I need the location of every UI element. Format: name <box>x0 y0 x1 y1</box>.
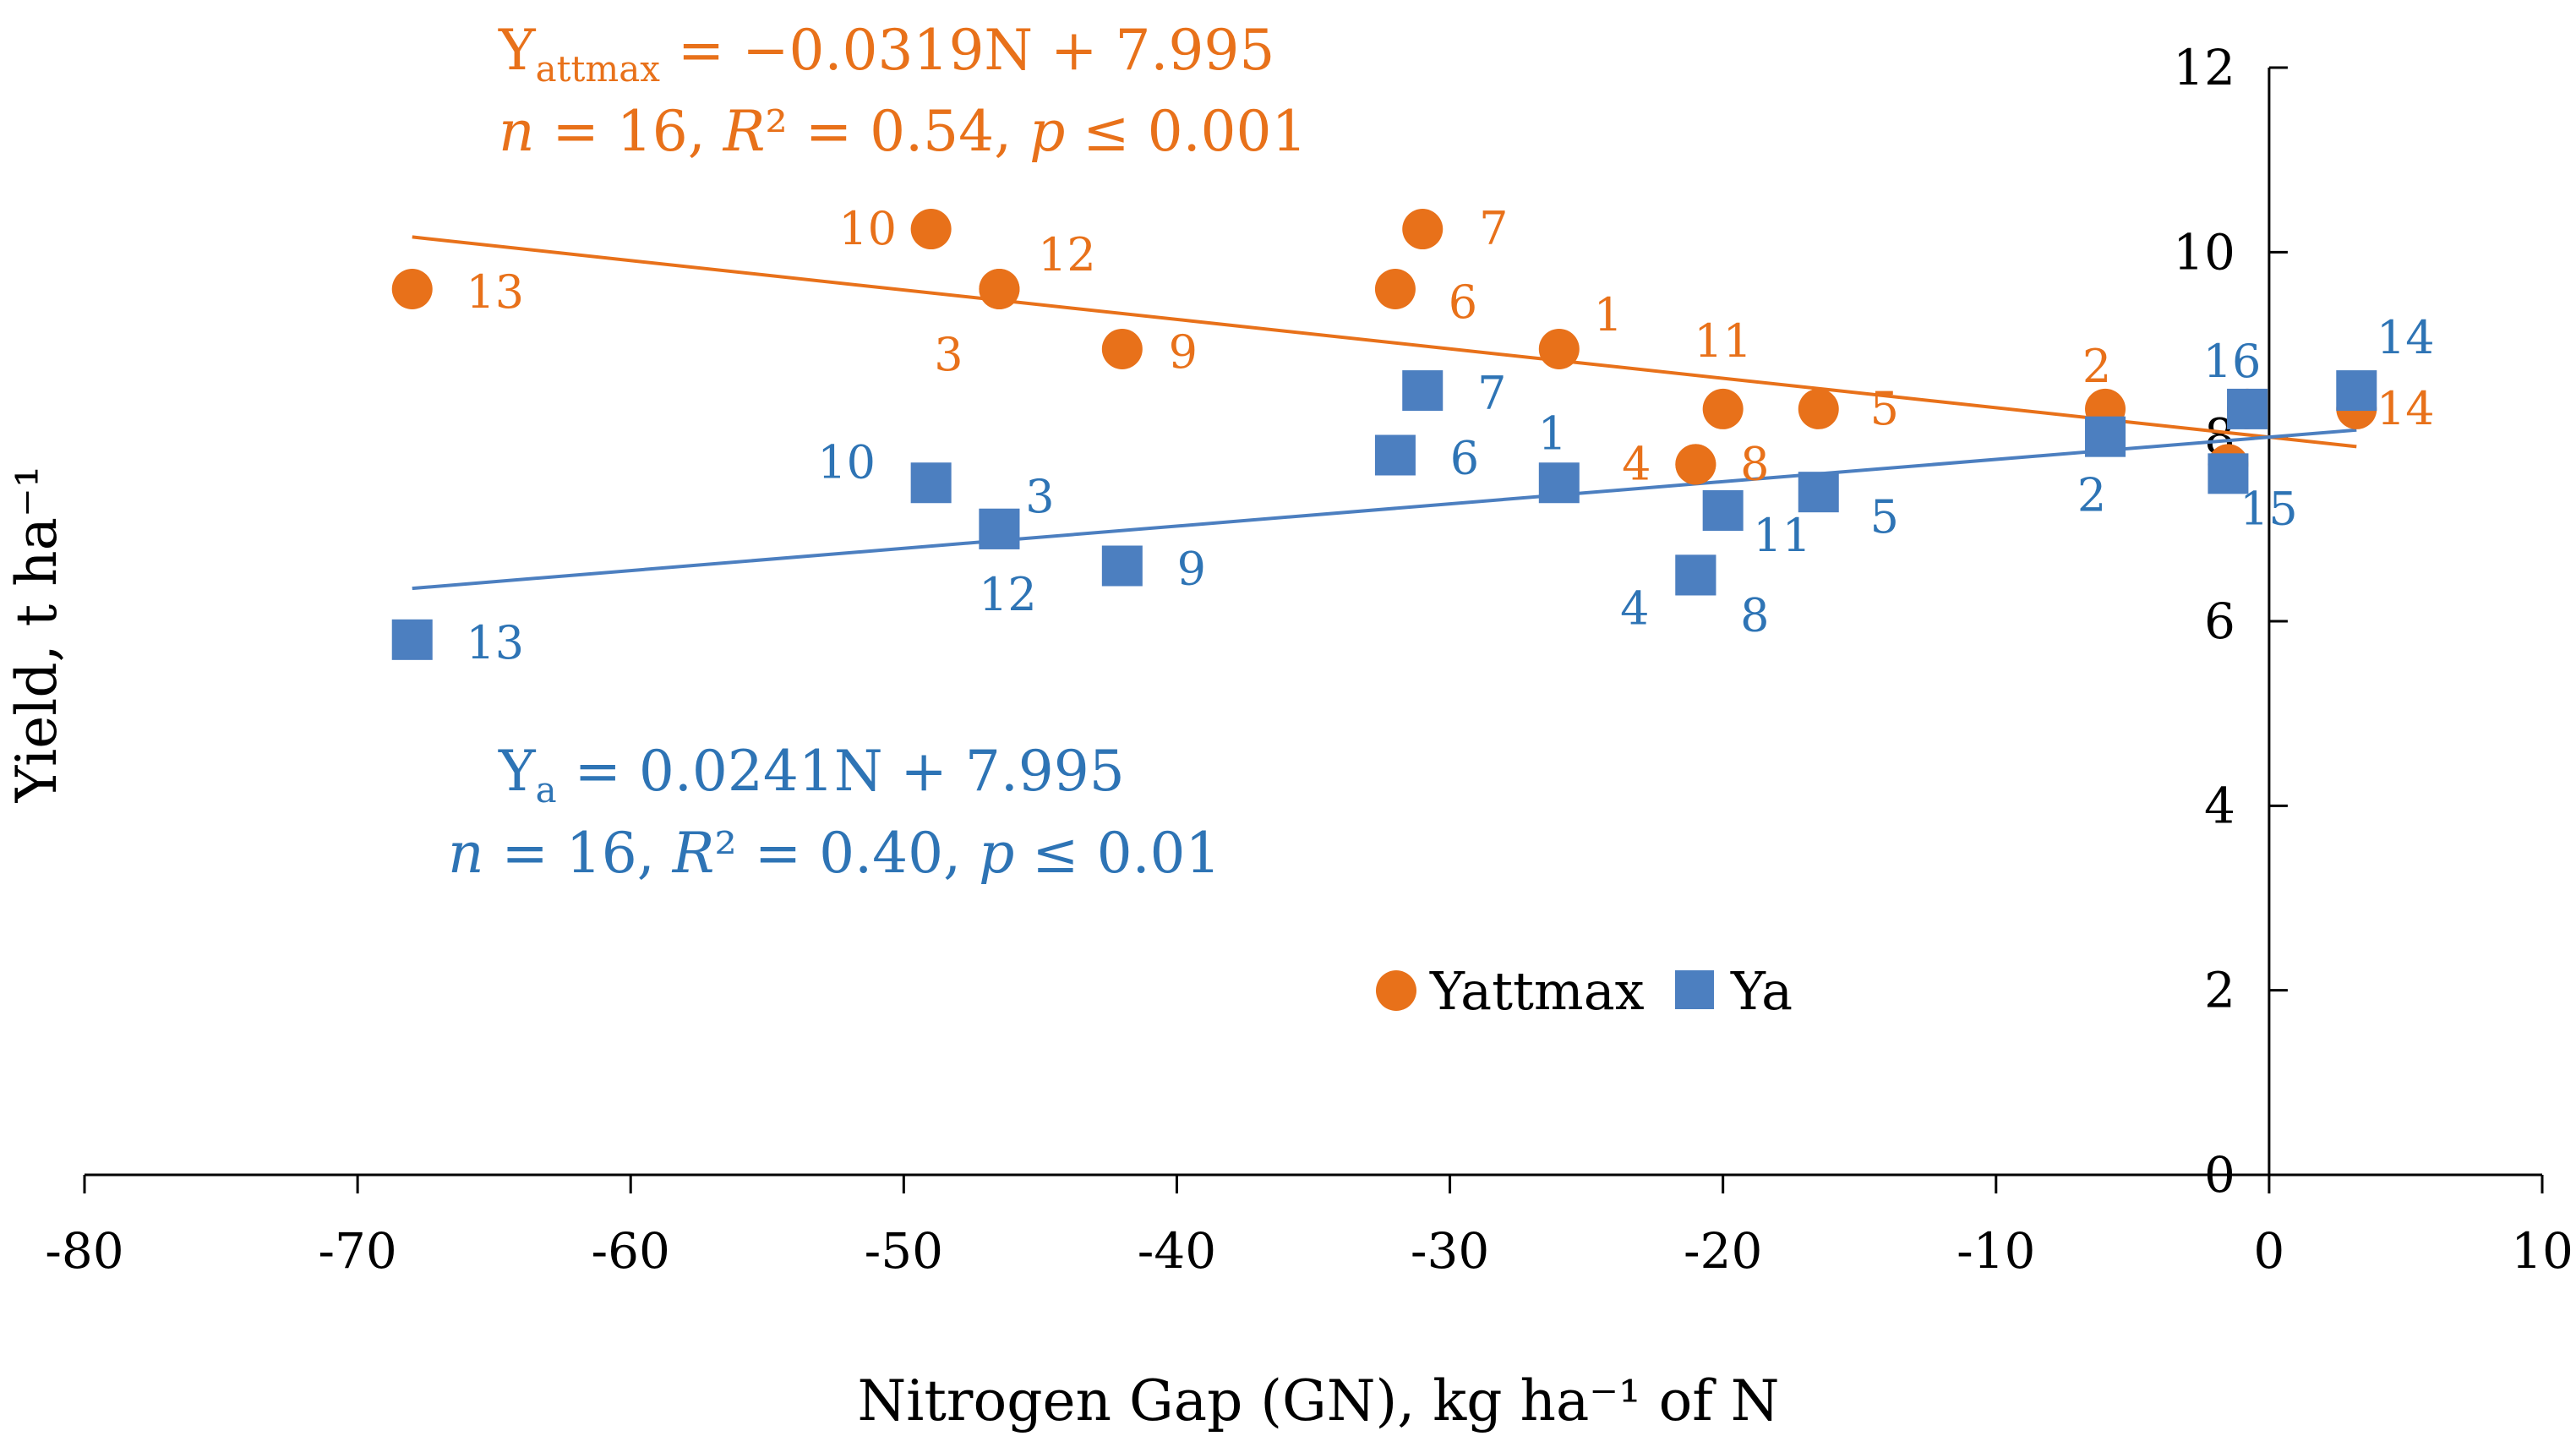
point-label-yattmax-11: 11 <box>1694 314 1752 368</box>
point-label-ya-4: 4 <box>1620 582 1649 635</box>
point-label-ya-10: 10 <box>817 435 876 489</box>
point-ya-6 <box>1374 434 1416 476</box>
point-label-yattmax-7: 7 <box>1479 202 1508 255</box>
point-label-ya-6: 6 <box>1450 432 1479 485</box>
point-label-ya-8: 8 <box>1740 588 1769 642</box>
y-tick-label: 2 <box>2204 962 2235 1019</box>
trendline-yattmax <box>412 235 2357 449</box>
point-label-ya-2: 2 <box>2077 469 2106 522</box>
point-ya-14 <box>2336 370 2377 412</box>
point-yattmax-6 <box>1374 269 1416 309</box>
y-tick-label: 0 <box>2204 1146 2235 1204</box>
y-tick-label: 4 <box>2204 777 2235 834</box>
point-label-ya-1: 1 <box>1538 407 1567 460</box>
data-points <box>391 209 2377 660</box>
point-label-yattmax-9: 9 <box>1169 325 1198 379</box>
point-label-ya-11: 11 <box>1753 509 1811 562</box>
legend: Yattmax Ya <box>1376 960 1793 1022</box>
point-label-yattmax-8: 8 <box>1740 437 1769 490</box>
x-axis-label: Nitrogen Gap (GN), kg ha⁻¹ of N <box>858 1368 1780 1433</box>
x-tick-label: -30 <box>1411 1222 1489 1280</box>
point-label-yattmax-14: 14 <box>2377 382 2435 435</box>
point-ya-10 <box>910 462 952 504</box>
y-tick-label: 12 <box>2173 39 2235 96</box>
trendlines <box>412 235 2357 591</box>
point-labels: 1234567891011121314123456789101112131415… <box>466 202 2434 669</box>
y-tick-label: 6 <box>2204 592 2235 650</box>
point-ya-8 <box>1675 554 1716 596</box>
point-yattmax-7 <box>1402 209 1444 250</box>
equation-ya-stats: n = 16, R² = 0.40, p ≤ 0.01 <box>448 821 1221 886</box>
equation-yattmax-stats: n = 16, R² = 0.54, p ≤ 0.001 <box>499 99 1307 164</box>
point-label-yattmax-12: 12 <box>1038 228 1096 281</box>
point-yattmax-11 <box>1702 388 1744 429</box>
point-ya-7 <box>1402 370 1444 412</box>
point-label-ya-5: 5 <box>1870 490 1899 543</box>
point-yattmax-13 <box>391 269 433 309</box>
point-ya-1 <box>1538 462 1580 504</box>
point-ya-15 <box>2208 453 2249 494</box>
legend-label-ya: Ya <box>1730 960 1793 1022</box>
point-label-yattmax-1: 1 <box>1594 288 1623 341</box>
x-tick-label: -80 <box>45 1222 123 1280</box>
x-tick-label: -40 <box>1138 1222 1216 1280</box>
point-label-yattmax-3: 3 <box>934 328 963 381</box>
legend-label-yattmax: Yattmax <box>1429 960 1645 1022</box>
point-label-ya-7: 7 <box>1477 367 1506 420</box>
point-ya-12 <box>979 508 1020 549</box>
point-yattmax-8 <box>1675 444 1716 485</box>
x-tick-label: -50 <box>865 1222 943 1280</box>
equation-yattmax: Yattmax = −0.0319N + 7.995 n = 16, R² = … <box>498 18 1307 164</box>
point-label-yattmax-2: 2 <box>2082 340 2111 393</box>
y-tick-label: 10 <box>2173 223 2235 281</box>
point-label-yattmax-6: 6 <box>1449 276 1477 329</box>
x-tick-label: 10 <box>2511 1222 2573 1280</box>
point-ya-13 <box>391 619 433 660</box>
x-tick-label: -20 <box>1684 1222 1762 1280</box>
legend-marker-ya <box>1675 970 1714 1009</box>
point-label-ya-9: 9 <box>1177 543 1206 596</box>
x-tick-label: -10 <box>1957 1222 2035 1280</box>
point-yattmax-12 <box>979 269 1020 309</box>
point-yattmax-10 <box>910 209 952 250</box>
point-yattmax-5 <box>1798 388 1839 429</box>
point-label-yattmax-13: 13 <box>466 265 524 319</box>
equation-ya: Ya = 0.0241N + 7.995 n = 16, R² = 0.40, … <box>448 739 1221 886</box>
point-label-ya-3: 3 <box>1025 470 1054 523</box>
point-label-yattmax-5: 5 <box>1870 382 1899 435</box>
point-label-yattmax-10: 10 <box>838 202 897 255</box>
point-ya-9 <box>1101 545 1143 587</box>
point-label-ya-15: 15 <box>2240 482 2298 535</box>
trendline-ya <box>412 428 2357 591</box>
x-tick-label: -60 <box>592 1222 670 1280</box>
point-label-ya-13: 13 <box>466 616 524 669</box>
point-label-ya-14: 14 <box>2377 311 2435 364</box>
point-label-ya-12: 12 <box>979 568 1037 621</box>
point-label-ya-16: 16 <box>2203 335 2262 388</box>
point-ya-16 <box>2227 388 2268 429</box>
legend-marker-yattmax <box>1376 970 1416 1011</box>
point-ya-11 <box>1702 490 1744 531</box>
equation-ya-formula: Ya = 0.0241N + 7.995 <box>498 739 1125 811</box>
equation-yattmax-formula: Yattmax = −0.0319N + 7.995 <box>498 18 1274 90</box>
x-tick-label: -70 <box>318 1222 396 1280</box>
y-axis-label: Yield, t ha⁻¹ <box>4 466 69 804</box>
point-yattmax-1 <box>1538 328 1580 369</box>
point-yattmax-9 <box>1101 328 1143 369</box>
point-label-yattmax-4: 4 <box>1622 437 1651 490</box>
point-ya-5 <box>1798 472 1839 513</box>
point-ya-2 <box>2085 416 2126 457</box>
x-tick-label: 0 <box>2253 1222 2284 1280</box>
